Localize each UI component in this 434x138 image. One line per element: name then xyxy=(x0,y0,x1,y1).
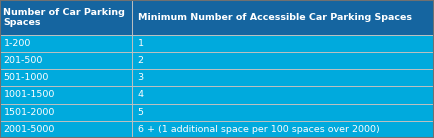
Text: 6 + (1 additional space per 100 spaces over 2000): 6 + (1 additional space per 100 spaces o… xyxy=(138,125,379,134)
Bar xyxy=(132,121,434,138)
Text: 5: 5 xyxy=(138,108,144,117)
Bar xyxy=(0,34,132,52)
Bar xyxy=(0,86,132,104)
Text: 1501-2000: 1501-2000 xyxy=(3,108,55,117)
Text: 1: 1 xyxy=(138,39,144,48)
Bar xyxy=(132,104,434,121)
Bar xyxy=(0,0,132,34)
Text: 2: 2 xyxy=(138,56,144,65)
Text: 1-200: 1-200 xyxy=(3,39,31,48)
Text: 3: 3 xyxy=(138,73,144,82)
Bar xyxy=(132,34,434,52)
Bar xyxy=(132,69,434,86)
Text: Number of Car Parking
Spaces: Number of Car Parking Spaces xyxy=(3,8,125,27)
Bar xyxy=(132,0,434,34)
Bar xyxy=(0,104,132,121)
Text: 1001-1500: 1001-1500 xyxy=(3,90,55,99)
Text: 2001-5000: 2001-5000 xyxy=(3,125,55,134)
Bar xyxy=(0,69,132,86)
Text: 201-500: 201-500 xyxy=(3,56,43,65)
Text: 501-1000: 501-1000 xyxy=(3,73,49,82)
Bar xyxy=(0,121,132,138)
Bar xyxy=(0,52,132,69)
Text: 4: 4 xyxy=(138,90,144,99)
Bar xyxy=(132,52,434,69)
Text: Minimum Number of Accessible Car Parking Spaces: Minimum Number of Accessible Car Parking… xyxy=(138,13,411,22)
Bar xyxy=(132,86,434,104)
